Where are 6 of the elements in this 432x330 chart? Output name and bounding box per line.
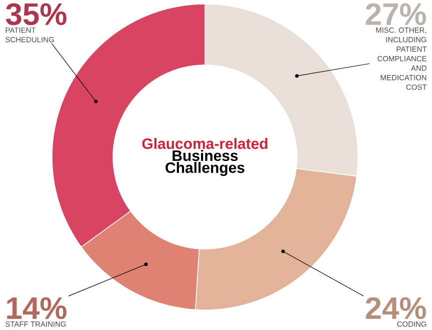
data-label: 27% xyxy=(366,3,426,26)
data-label: 35% xyxy=(6,3,66,26)
text: Business Challenges xyxy=(166,150,244,176)
data-label: 14% xyxy=(7,297,66,320)
data-label: 24% xyxy=(366,297,426,320)
text: Glaucoma-related xyxy=(142,138,268,149)
